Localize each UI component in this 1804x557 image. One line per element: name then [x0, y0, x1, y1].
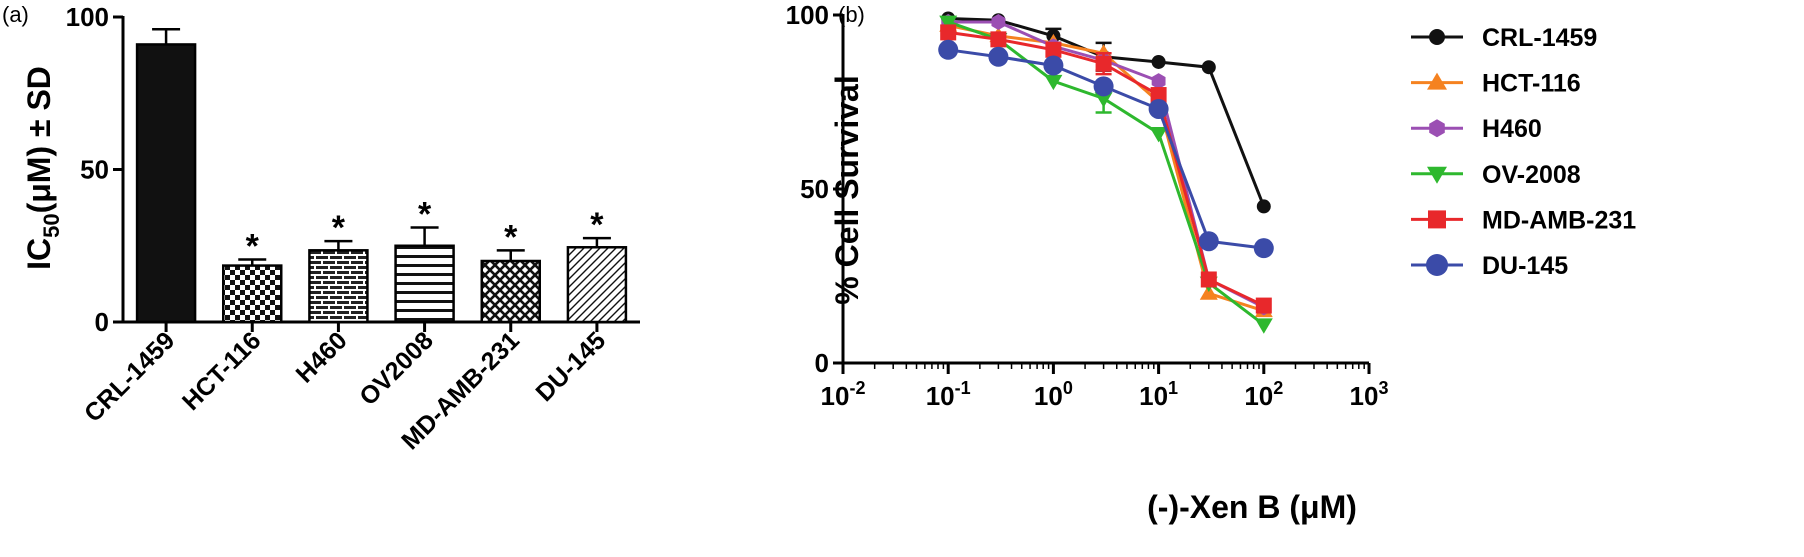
data-point — [1255, 297, 1272, 314]
data-point — [1150, 87, 1167, 104]
legend-label: MD-AMB-231 — [1482, 206, 1636, 234]
data-point — [1253, 238, 1274, 259]
data-point — [1198, 231, 1219, 252]
data-point — [1151, 54, 1166, 69]
data-point — [1429, 29, 1445, 45]
panel-b-xlabel: (-)-Xen B (μM) — [1147, 489, 1357, 525]
data-point — [940, 24, 957, 41]
data-point — [1199, 284, 1218, 300]
data-point — [1148, 98, 1169, 119]
data-point — [1426, 254, 1448, 276]
legend-item: OV-2008 — [1411, 161, 1581, 189]
x-tick-label: 101 — [1139, 378, 1178, 411]
bar — [222, 264, 283, 324]
legend-item: H460 — [1411, 115, 1542, 143]
x-category-label: HCT-116 — [177, 326, 267, 416]
y-tick-label: 0 — [815, 348, 829, 378]
line-chart-panel-b: 0 50 100 10-2 10-1 100 101 102 103 — [786, 0, 1389, 411]
bar — [394, 244, 455, 324]
data-point — [1201, 60, 1216, 75]
panel-a-ylabel: IC50(μM) ± SD — [21, 66, 64, 270]
bar — [480, 259, 541, 324]
series-du-145 — [938, 39, 1274, 259]
x-tick-label: 100 — [1034, 378, 1073, 411]
data-point — [1429, 119, 1445, 138]
legend-label: OV-2008 — [1482, 161, 1581, 189]
y-tick-label: 100 — [786, 0, 829, 30]
data-point — [1043, 55, 1064, 76]
x-tick-label: 10-2 — [821, 378, 866, 411]
significance-marker: * — [504, 218, 518, 256]
data-point — [1095, 55, 1112, 72]
legend-item: MD-AMB-231 — [1411, 206, 1636, 234]
legend-label: HCT-116 — [1482, 70, 1581, 98]
data-point — [938, 39, 959, 60]
data-point — [1256, 199, 1271, 214]
bar — [566, 246, 628, 324]
legend-label: H460 — [1482, 115, 1542, 143]
data-point — [990, 31, 1007, 48]
bar-chart-panel-a: 050100CRL-1459*HCT-116*H460*OV2008*MD-AM… — [66, 2, 640, 455]
data-point — [939, 15, 958, 31]
data-point — [1093, 76, 1114, 97]
y-tick-label: 50 — [80, 155, 109, 185]
legend-item: CRL-1459 — [1411, 24, 1597, 52]
data-point — [1151, 73, 1166, 90]
x-category-label: H460 — [291, 326, 353, 388]
significance-marker: * — [590, 206, 604, 244]
x-category-label: OV2008 — [354, 326, 439, 411]
x-category-label: CRL-1459 — [79, 326, 180, 427]
legend-item: HCT-116 — [1411, 70, 1581, 98]
data-point — [1200, 271, 1217, 288]
significance-marker: * — [418, 195, 432, 233]
data-point — [1094, 92, 1113, 108]
data-point — [1045, 41, 1062, 58]
y-tick-label: 50 — [800, 174, 829, 204]
panel-a-label: (a) — [2, 2, 29, 27]
data-point — [1044, 74, 1063, 91]
significance-marker: * — [246, 227, 260, 265]
legend-label: CRL-1459 — [1482, 24, 1597, 52]
legend-label: DU-145 — [1482, 252, 1568, 280]
x-category-label: DU-145 — [530, 326, 611, 407]
data-point — [1149, 127, 1168, 143]
x-tick-label: 102 — [1244, 378, 1283, 411]
x-tick-label: 10-1 — [926, 378, 971, 411]
legend: CRL-1459 HCT-116 H460 OV-2008 MD-AMB-231 DU-1… — [1411, 24, 1636, 280]
bar — [135, 43, 197, 324]
x-tick-label: 103 — [1350, 378, 1389, 411]
data-point — [1428, 210, 1446, 229]
data-point — [988, 46, 1009, 67]
legend-item: DU-145 — [1411, 252, 1568, 280]
series-md-amb-231 — [940, 24, 1272, 314]
data-point — [991, 13, 1006, 30]
data-point — [1254, 318, 1273, 334]
y-tick-label: 0 — [95, 307, 109, 337]
bar — [308, 249, 369, 324]
data-point — [1427, 72, 1447, 90]
y-tick-label: 100 — [66, 2, 109, 32]
data-point — [1427, 166, 1447, 184]
significance-marker: * — [332, 209, 346, 247]
